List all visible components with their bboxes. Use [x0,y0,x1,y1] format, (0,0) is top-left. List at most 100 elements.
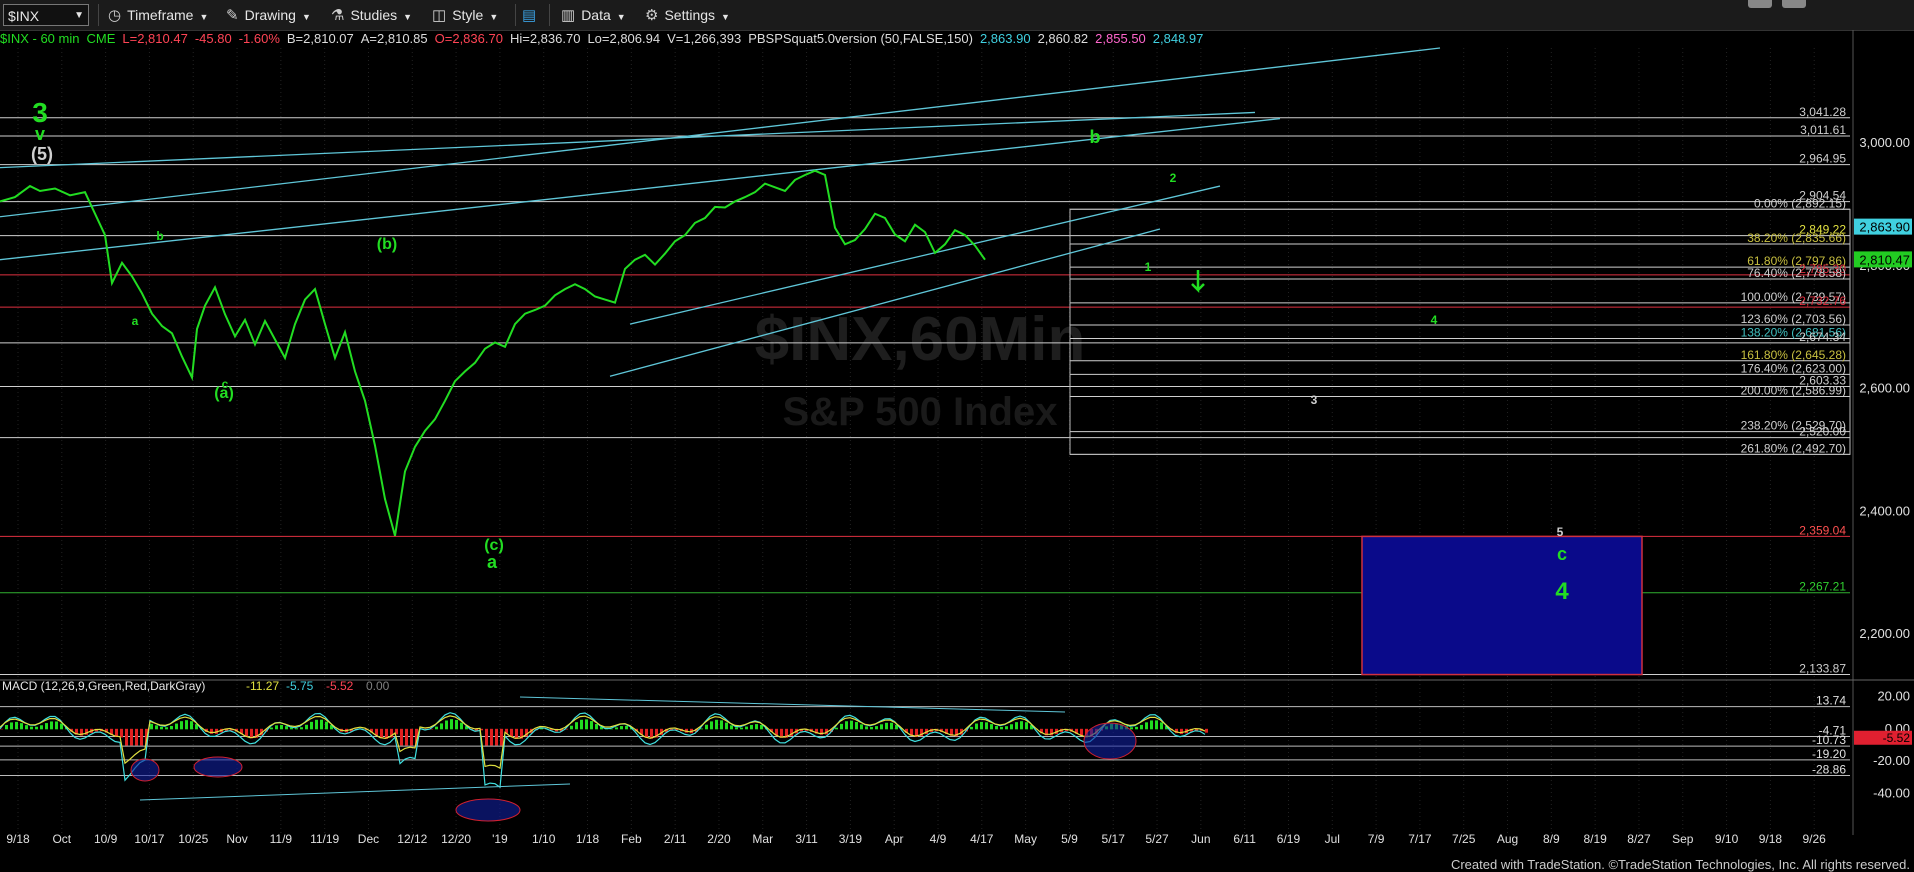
macd-histogram-bar [35,726,38,730]
x-tick-label: Oct [52,832,71,846]
macd-histogram-bar [415,728,418,746]
macd-histogram-bar [610,728,613,730]
minimize-button[interactable] [1748,0,1772,8]
macd-histogram-bar [945,728,948,734]
macd-histogram-bar [1025,722,1028,730]
macd-histogram-bar [50,721,53,730]
macd-histogram-bar [835,727,838,730]
macd-histogram-bar [750,724,753,730]
macd-histogram-bar [670,728,673,731]
macd-marker [1854,730,1912,745]
macd-histogram-bar [1190,728,1193,732]
macd-histogram-bar [40,725,43,730]
macd-histogram-bar [45,723,48,730]
level-label: 2,674.34 [1799,330,1846,344]
x-tick-label: 4/17 [970,832,994,846]
macd-histogram-bar [300,727,303,730]
macd-histogram-bar [650,728,653,739]
macd-histogram-bar [640,728,643,735]
macd-histogram-bar [30,726,33,730]
x-tick-label: 7/17 [1408,832,1432,846]
macd-histogram-bar [740,727,743,730]
macd-histogram-bar [780,728,783,738]
studies-menu[interactable]: ⚗ Studies ▼ [331,4,412,26]
level-label: 100.00% (2,739.57) [1741,290,1846,304]
macd-legend-value: -5.52 [326,679,354,693]
macd-histogram-bar [195,724,198,730]
macd-histogram-bar [105,728,108,733]
macd-histogram-bar [115,728,118,737]
macd-histogram-bar [510,728,513,737]
macd-histogram-bar [295,728,298,730]
macd-legend-value: -11.27 [246,679,279,693]
trend-line [629,185,1221,325]
studies-label: Studies [350,7,398,23]
macd-signal-line [0,715,1206,770]
level-label: 238.20% (2,529.70) [1741,419,1846,433]
macd-histogram-bar [500,728,503,746]
layout-icon: ▤ [522,7,537,24]
macd-histogram-bar [730,725,733,730]
macd-histogram-bar [580,719,583,730]
symbol-name: $INX - 60 min [0,31,80,46]
style-menu[interactable]: ◫ Style ▼ [432,4,498,26]
macd-histogram-bar [185,720,188,730]
settings-menu[interactable]: ⚙ Settings ▼ [645,4,730,26]
macd-histogram-bar [255,728,258,738]
macd-histogram-bar [85,728,88,735]
macd-histogram-bar [520,728,523,739]
macd-histogram-bar [655,728,658,738]
x-tick-label: 2/20 [707,832,731,846]
study-name: PBSPSquat5.0version (50,FALSE,150) [748,31,973,46]
trend-line [0,117,1281,261]
macd-histogram-bar [1135,726,1138,730]
macd-histogram-bar [490,728,493,746]
restore-button[interactable] [1782,0,1806,8]
macd-histogram-bar [955,728,958,737]
trend-line [0,111,1256,169]
macd-histogram-bar [820,728,823,735]
macd-histogram-bar [970,726,973,730]
layout-button[interactable]: ▤ [522,4,542,26]
macd-histogram-bar [950,728,953,736]
settings-label: Settings [664,7,716,23]
y-tick-label: 2,200.00 [1859,626,1910,641]
macd-histogram-bar [245,728,248,737]
price-marker [1854,251,1912,268]
macd-histogram-bar [790,728,793,736]
macd-histogram-bar [785,728,788,738]
timeframe-menu[interactable]: ◷ Timeframe ▼ [108,4,208,26]
wave-label: (a) [214,385,234,402]
macd-highlight-ellipse [130,758,160,782]
macd-histogram-bar [465,726,468,730]
style-icon: ◫ [432,7,447,24]
macd-histogram-bar [135,728,138,746]
chevron-down-icon: ▼ [301,12,311,22]
x-tick-label: 10/25 [178,832,208,846]
macd-level-label: -19.20 [1812,747,1846,761]
symbol-input[interactable]: $INX ▼ [3,4,89,26]
macd-histogram-bar [875,726,878,730]
macd-histogram-bar [915,728,918,737]
macd-histogram-bar [695,728,698,732]
data-menu[interactable]: ▥ Data ▼ [561,4,626,26]
x-tick-label: 10/17 [134,832,164,846]
x-tick-label: May [1014,832,1037,846]
x-tick-label: Feb [621,832,642,846]
macd-histogram-bar [405,728,408,746]
level-label: 200.00% (2,586.99) [1741,384,1846,398]
x-tick-label: 11/19 [310,832,339,846]
x-tick-label: 5/27 [1145,832,1169,846]
x-tick-label: 7/25 [1452,832,1476,846]
macd-histogram-bar [310,721,313,730]
macd-histogram-bar [15,721,18,730]
macd-histogram-bar [565,728,568,730]
level-label: 38.20% (2,835.66) [1747,231,1846,245]
price-marker-label: 2,810.47 [1859,252,1910,267]
drawing-menu[interactable]: ✎ Drawing ▼ [226,4,311,26]
x-tick-label: 8/9 [1543,832,1560,846]
macd-histogram-bar [865,726,868,730]
x-tick-label: 6/11 [1233,832,1256,846]
macd-histogram-bar [315,719,318,730]
